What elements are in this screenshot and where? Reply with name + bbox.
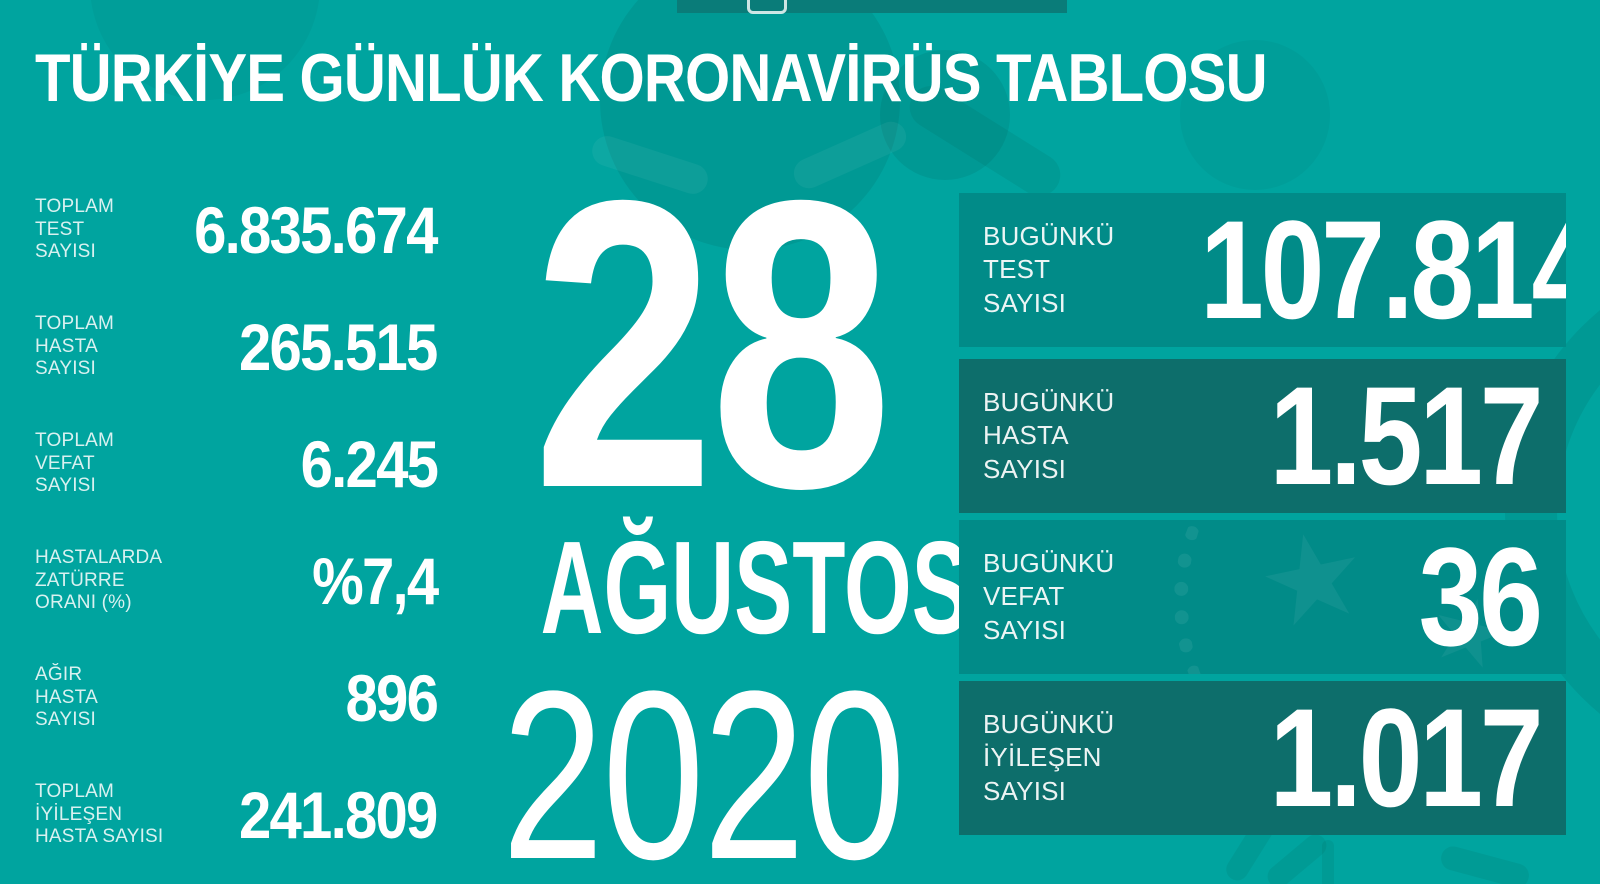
stat-row-agir-hasta: AĞIR HASTA SAYISI 896	[35, 658, 439, 738]
stat-row-total-iyilesen: TOPLAM İYİLEŞEN HASTA SAYISI 241.809	[35, 775, 439, 855]
stat-value: 6.835.674	[194, 193, 438, 267]
daily-label: BUGÜNKÜ TEST SAYISI	[983, 221, 1115, 318]
daily-label: BUGÜNKÜ İYİLEŞEN SAYISI	[983, 709, 1115, 806]
laurel-stem-decoration	[1322, 840, 1334, 884]
stat-label: TOPLAM TEST SAYISI	[35, 196, 114, 263]
page-title: TÜRKİYE GÜNLÜK KORONAVİRÜS TABLOSU	[35, 40, 1268, 116]
stat-row-zaturre-orani: HASTALARDA ZATÜRRE ORANI (%) %7,4	[35, 541, 439, 621]
laurel-leaf-decoration	[1438, 843, 1532, 884]
stat-value: %7,4	[311, 544, 439, 618]
stat-value: 241.809	[239, 778, 438, 852]
stat-label: TOPLAM İYİLEŞEN HASTA SAYISI	[35, 781, 164, 848]
top-banner	[677, 0, 1067, 14]
daily-stats: BUGÜNKÜ TEST SAYISI 107.814 BUGÜNKÜ HAST…	[959, 193, 1566, 845]
daily-value: 1.017	[1269, 681, 1543, 835]
stat-value: 896	[345, 661, 438, 735]
daily-label: BUGÜNKÜ VEFAT SAYISI	[983, 548, 1115, 645]
daily-box-iyilesen: BUGÜNKÜ İYİLEŞEN SAYISI 1.017	[959, 681, 1566, 835]
daily-box-vefat: ★ ★ BUGÜNKÜ VEFAT SAYISI 36	[959, 520, 1566, 674]
daily-box-hasta: BUGÜNKÜ HASTA SAYISI 1.517	[959, 359, 1566, 513]
daily-value: 36	[1418, 520, 1543, 674]
stat-row-total-hasta: TOPLAM HASTA SAYISI 265.515	[35, 307, 439, 387]
stat-row-total-vefat: TOPLAM VEFAT SAYISI 6.245	[35, 424, 439, 504]
webcam-notch-icon	[747, 0, 787, 14]
stat-label: AĞIR HASTA SAYISI	[35, 664, 98, 731]
stat-label: TOPLAM HASTA SAYISI	[35, 313, 114, 380]
date-day: 28	[532, 115, 892, 573]
daily-label: BUGÜNKÜ HASTA SAYISI	[983, 387, 1115, 484]
daily-value: 107.814	[1200, 193, 1566, 347]
stat-row-total-test: TOPLAM TEST SAYISI 6.835.674	[35, 190, 439, 270]
daily-value: 1.517	[1269, 359, 1543, 513]
stat-value: 265.515	[239, 310, 438, 384]
stat-label: TOPLAM VEFAT SAYISI	[35, 430, 114, 497]
date-month: AĞUSTOS	[540, 514, 970, 661]
stat-value: 6.245	[300, 427, 438, 501]
stat-label: HASTALARDA ZATÜRRE ORANI (%)	[35, 547, 163, 614]
daily-box-test: BUGÜNKÜ TEST SAYISI 107.814	[959, 193, 1566, 347]
date-year: 2020	[501, 641, 906, 884]
